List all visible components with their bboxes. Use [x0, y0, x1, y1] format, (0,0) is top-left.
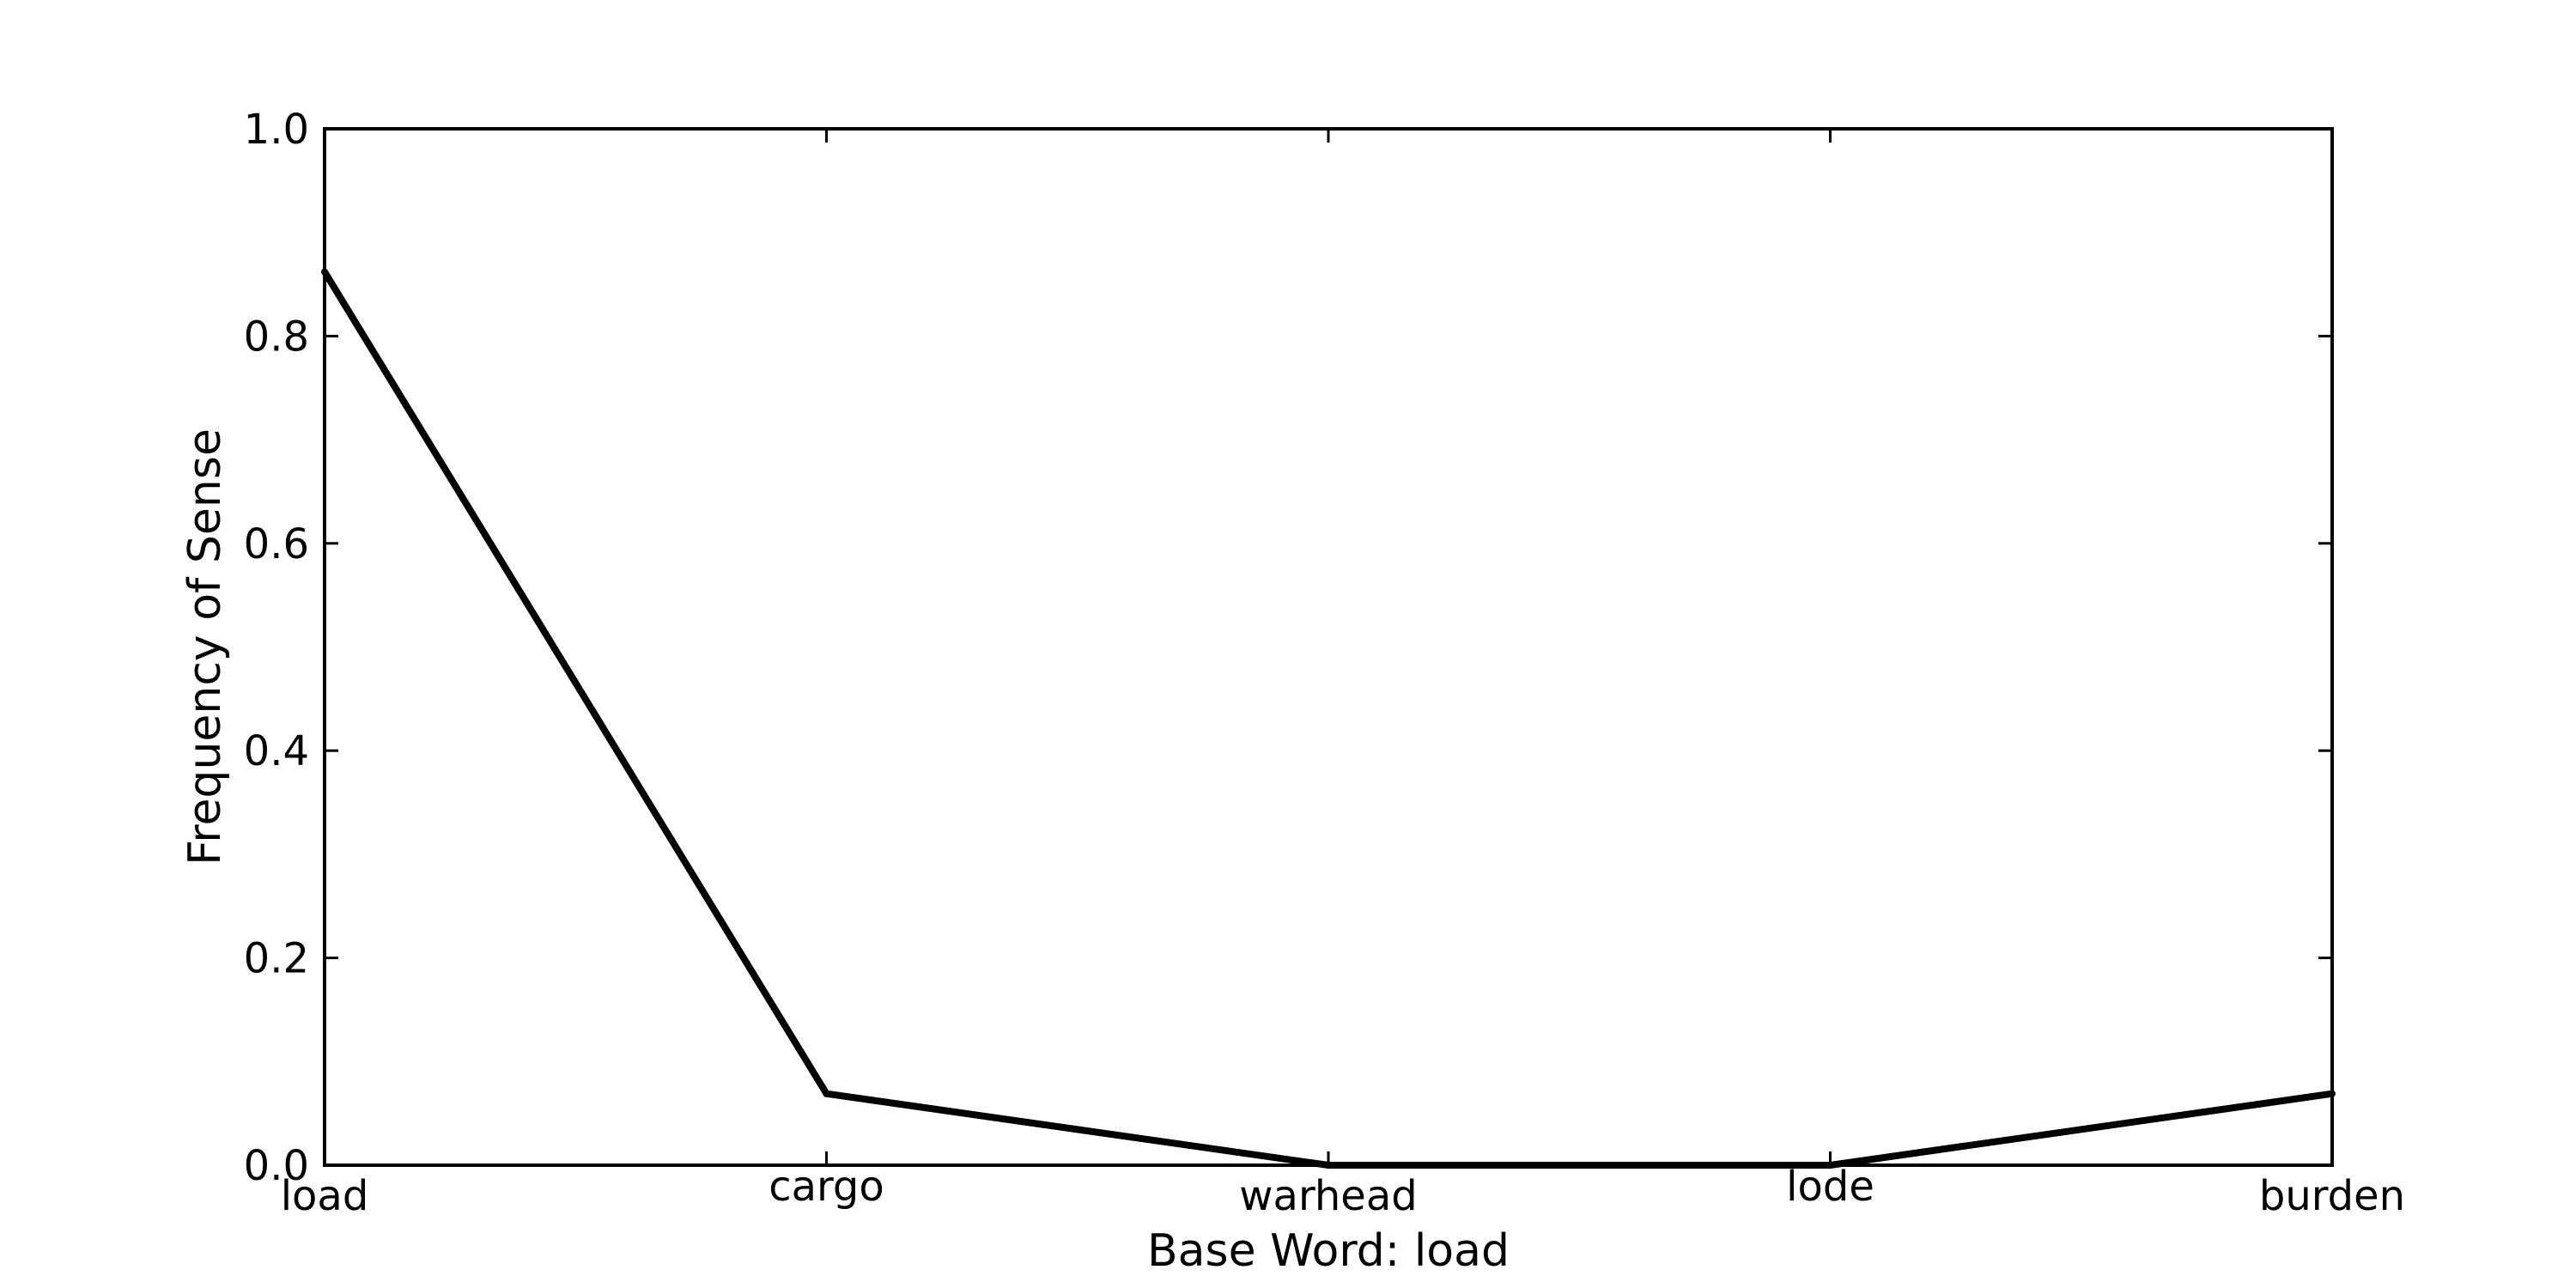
y-tick-label: 0.2 [244, 935, 309, 983]
y-tick-label: 0.6 [244, 520, 309, 568]
x-tick-label-cargo: cargo [769, 1163, 884, 1211]
y-axis-label: Frequency of Sense [179, 428, 231, 866]
tick-labels: 0.0 0.2 0.4 0.6 0.8 1.0 load cargo warhead lode bu… [244, 106, 2405, 1220]
y-tick-label: 0.8 [244, 313, 309, 361]
data-point-cargo [823, 1090, 830, 1097]
x-tick-label-lode: lode [1786, 1163, 1874, 1211]
x-tick-label-load: load [281, 1172, 369, 1220]
y-tick-label: 0.0 [244, 1142, 309, 1190]
plot-frame [323, 127, 2334, 1167]
x-tick-label-warhead: warhead [1239, 1172, 1417, 1220]
y-tick-label: 1.0 [244, 106, 309, 154]
y-tick-label: 0.4 [244, 727, 309, 775]
x-tick-label-burden: burden [2259, 1172, 2405, 1220]
x-axis-label: Base Word: load [1147, 1225, 1510, 1277]
